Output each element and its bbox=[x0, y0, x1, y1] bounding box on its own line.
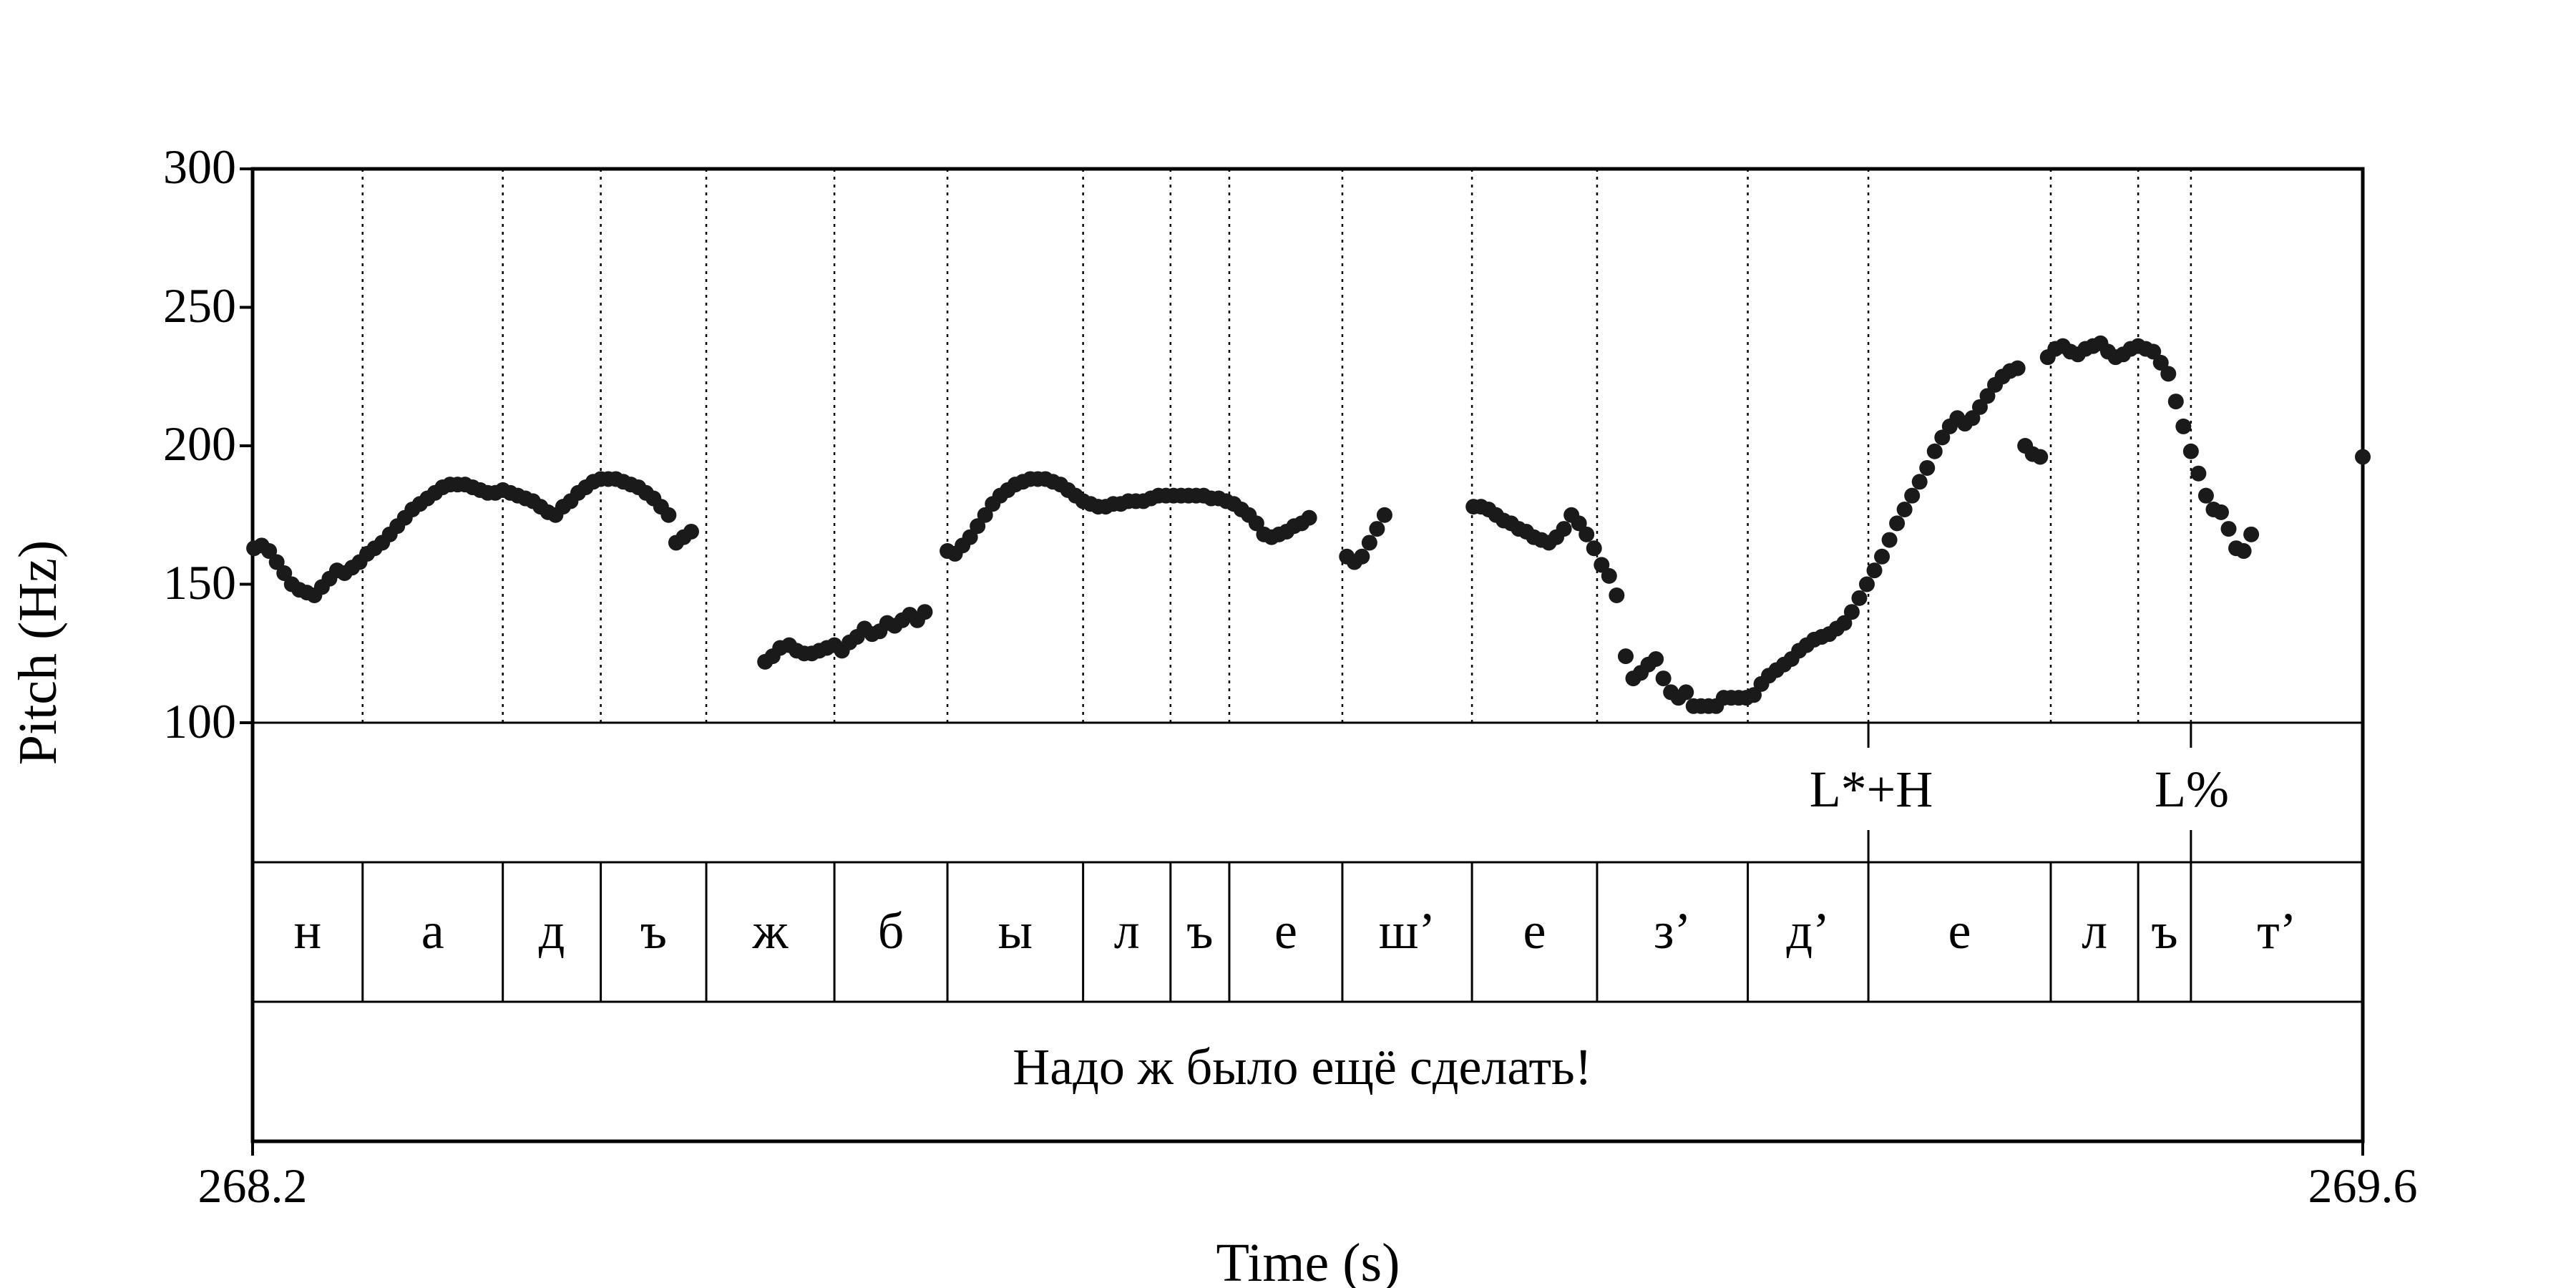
pitch-point bbox=[1866, 562, 1883, 579]
pitch-point bbox=[1579, 526, 1595, 542]
pitch-point bbox=[1889, 515, 1906, 532]
pitch-point bbox=[683, 523, 699, 540]
pitch-point bbox=[1556, 521, 1572, 537]
pitch-point bbox=[276, 565, 293, 582]
pitch-point bbox=[970, 518, 986, 535]
tone-label-lh: L*+H bbox=[1810, 761, 1933, 818]
segment-boundary-lines bbox=[361, 169, 2192, 1002]
pitch-point bbox=[1904, 487, 1921, 504]
pitch-point bbox=[2152, 354, 2169, 371]
pitch-point bbox=[1979, 388, 1996, 404]
pitch-points bbox=[246, 335, 2371, 714]
pitch-point bbox=[1843, 604, 1860, 620]
pitch-point bbox=[977, 507, 993, 523]
pitch-point bbox=[1601, 567, 1617, 584]
segment-label: ш’ bbox=[1379, 902, 1435, 960]
pitch-point bbox=[1594, 557, 1610, 573]
pitch-point bbox=[1248, 515, 1264, 532]
x-tick-label-start: 268.2 bbox=[198, 1158, 308, 1213]
pitch-point bbox=[1858, 576, 1875, 592]
pitch-point bbox=[1369, 521, 1385, 537]
segment-label: а bbox=[421, 902, 444, 960]
pitch-point bbox=[1648, 650, 1664, 667]
pitch-point bbox=[2197, 487, 2214, 504]
segment-label: д bbox=[539, 902, 565, 960]
pitch-point bbox=[1896, 502, 1913, 518]
pitch-point bbox=[1301, 509, 1317, 526]
pitch-point bbox=[962, 529, 978, 545]
x-axis-title: Time (s) bbox=[1216, 1233, 1400, 1288]
pitch-point bbox=[1919, 459, 1936, 476]
pitch-point bbox=[1354, 548, 1370, 565]
pitch-point bbox=[1836, 615, 1853, 631]
segment-label: д’ bbox=[1787, 902, 1830, 960]
pitch-point bbox=[2175, 418, 2192, 434]
segment-label: ы bbox=[998, 902, 1033, 960]
segment-label: ъ bbox=[2151, 902, 2177, 960]
segment-label: л bbox=[2082, 902, 2107, 960]
pitch-point bbox=[2160, 366, 2177, 382]
pitch-point bbox=[1609, 587, 1625, 603]
pitch-point bbox=[2167, 394, 2184, 410]
segment-label: ъ bbox=[640, 902, 667, 960]
pitch-point bbox=[1911, 474, 1928, 490]
pitch-point bbox=[917, 604, 933, 620]
pitch-point bbox=[1586, 540, 1602, 557]
pitch-point bbox=[1964, 410, 1981, 426]
segment-label: ъ bbox=[1186, 902, 1213, 960]
segment-label: е bbox=[1523, 902, 1546, 960]
segment-label: ж bbox=[752, 902, 789, 960]
pitch-point bbox=[1571, 515, 1587, 532]
pitch-point bbox=[1926, 443, 1943, 459]
segment-label: е bbox=[1274, 902, 1297, 960]
pitch-point bbox=[2220, 521, 2237, 537]
tone-label-lpercent: L% bbox=[2155, 761, 2229, 818]
pitch-point bbox=[1678, 684, 1694, 701]
pitch-point bbox=[1971, 399, 1988, 415]
plot-frame bbox=[250, 167, 2365, 1143]
pitch-point bbox=[2212, 504, 2229, 520]
pitch-point bbox=[2235, 543, 2252, 560]
pitch-point bbox=[1376, 507, 1392, 523]
y-tick-label-200: 200 bbox=[163, 416, 236, 471]
pitch-point bbox=[261, 543, 278, 560]
pitch-point bbox=[1746, 687, 1762, 703]
y-tick-label-300: 300 bbox=[163, 140, 236, 194]
pitch-point bbox=[2145, 343, 2162, 360]
segment-label: т’ bbox=[2257, 902, 2296, 960]
pitch-point bbox=[1655, 670, 1672, 687]
segment-label: н bbox=[294, 902, 322, 960]
y-tick-label-250: 250 bbox=[163, 278, 236, 333]
annotation-tiers: н а д ъ ж б ы л ъ е ш’ е з’ д’ е л ъ т’ bbox=[294, 723, 2297, 960]
x-tick-label-end: 269.6 bbox=[2308, 1158, 2418, 1213]
pitch-point bbox=[1881, 532, 1898, 548]
pitch-point bbox=[1361, 535, 1377, 551]
y-tick-label-150: 150 bbox=[163, 555, 236, 610]
pitch-point bbox=[268, 554, 285, 570]
pitch-point bbox=[1617, 648, 1634, 665]
pitch-point bbox=[1851, 590, 1868, 606]
pitch-point bbox=[1874, 548, 1890, 565]
pitch-point bbox=[2355, 449, 2371, 465]
segment-label: з’ bbox=[1654, 902, 1691, 960]
sentence-transcription: Надо ж было ещё сделать! bbox=[1013, 1038, 1591, 1096]
pitch-point bbox=[2009, 360, 2026, 376]
pitch-point bbox=[660, 507, 677, 523]
segment-label: л bbox=[1114, 902, 1140, 960]
y-axis-title: Pitch (Hz) bbox=[8, 540, 68, 765]
y-tick-label-100: 100 bbox=[163, 694, 236, 748]
segment-label: е bbox=[1948, 902, 1971, 960]
pitch-point bbox=[2243, 526, 2260, 542]
pitch-point bbox=[2032, 449, 2049, 465]
pitch-point bbox=[2182, 443, 2199, 459]
pitch-point bbox=[2190, 465, 2207, 482]
pitch-point bbox=[1934, 429, 1951, 446]
segment-label: б bbox=[878, 902, 904, 960]
chart-frame bbox=[240, 167, 2365, 1156]
